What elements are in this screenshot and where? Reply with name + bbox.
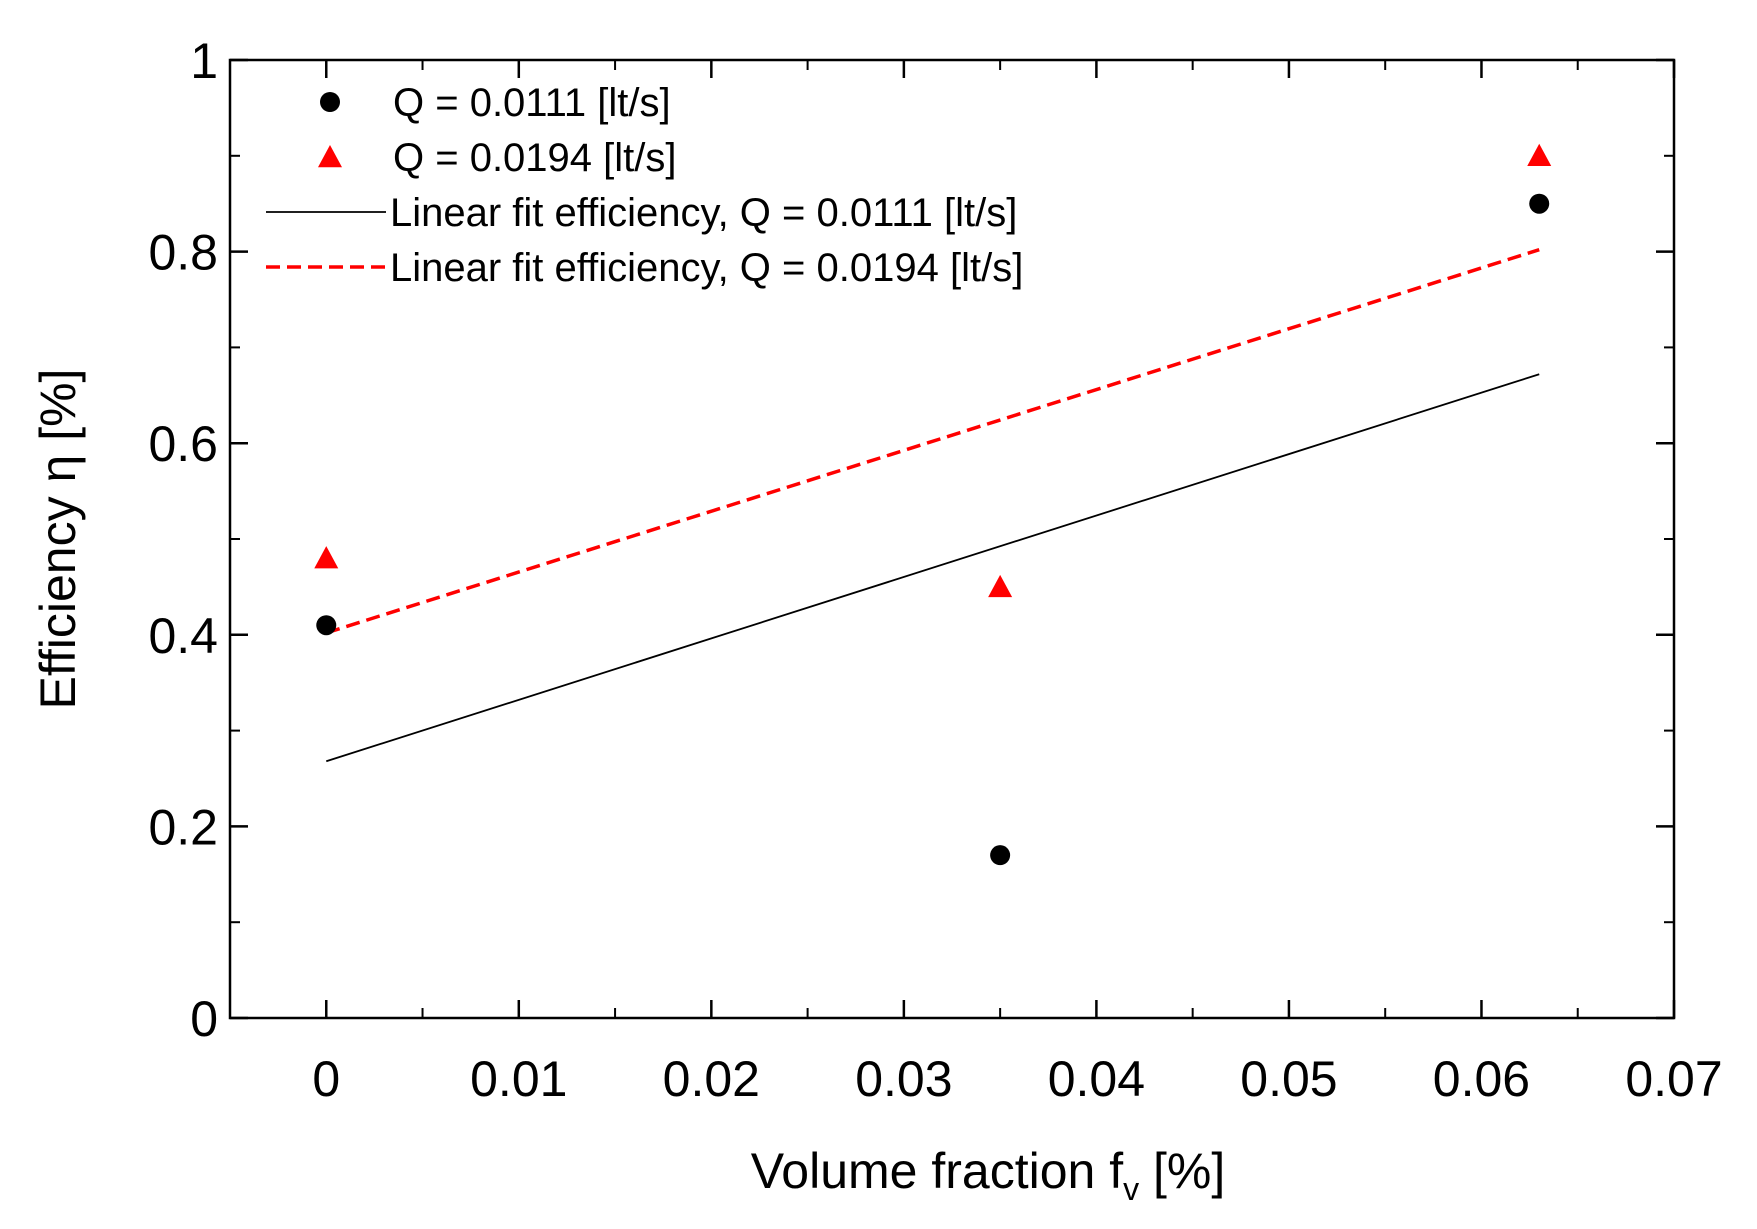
y-tick-label: 0.2 — [148, 799, 218, 855]
legend: Q = 0.0111 [lt/s] Q = 0.0194 [lt/s] Linear… — [266, 81, 1023, 290]
legend-label: Linear fit efficiency, Q = 0.0111 [lt/s] — [390, 191, 1017, 235]
legend-label: Linear fit efficiency, Q = 0.0194 [lt/s] — [390, 246, 1023, 290]
fit-lines-layer — [325, 248, 1540, 763]
x-tick-label: 0.01 — [470, 1051, 567, 1107]
x-tick-label: 0.04 — [1048, 1051, 1145, 1107]
x-tick-label: 0.05 — [1240, 1051, 1337, 1107]
y-axis-title: Efficiency η [%] — [30, 369, 86, 710]
data-points-layer — [314, 143, 1552, 866]
data-point-q0111 — [990, 845, 1011, 866]
fit-line-q0111 — [325, 373, 1540, 763]
x-axis-title: Volume fraction fv [%] — [751, 1143, 1226, 1207]
fit-line-q0194 — [325, 248, 1540, 635]
x-tick-label: 0.06 — [1433, 1051, 1530, 1107]
x-axis-title-unit-spacer — [1139, 1143, 1153, 1199]
legend-marker-circle — [320, 92, 340, 112]
x-axis-title-subscript: v — [1123, 1171, 1139, 1207]
y-tick-label: 1 — [190, 33, 218, 89]
ticks-layer: 0 0.01 0.02 0.03 0.04 0.05 0.06 0.07 0 0.2 0.4 0.6 0… — [148, 33, 1722, 1107]
x-axis-title-unit: [%] — [1153, 1143, 1225, 1199]
x-tick-label: 0.07 — [1625, 1051, 1722, 1107]
legend-label: Q = 0.0111 [lt/s] — [393, 81, 671, 125]
x-tick-label: 0.03 — [855, 1051, 952, 1107]
x-axis-title-main: Volume fraction f — [751, 1143, 1124, 1199]
x-tick-label: 0.02 — [663, 1051, 760, 1107]
legend-marker-triangle — [318, 145, 342, 168]
x-tick-label: 0 — [312, 1051, 340, 1107]
y-tick-label: 0 — [190, 991, 218, 1047]
data-point-q0111 — [1529, 193, 1550, 214]
data-point-q0194 — [988, 574, 1013, 598]
legend-label: Q = 0.0194 [lt/s] — [393, 136, 677, 180]
y-tick-label: 0.8 — [148, 225, 218, 281]
y-tick-label: 0.6 — [148, 416, 218, 472]
data-point-q0194 — [314, 546, 339, 569]
y-tick-label: 0.4 — [148, 608, 218, 664]
data-point-q0111 — [316, 615, 337, 636]
data-point-q0194 — [1527, 143, 1552, 166]
